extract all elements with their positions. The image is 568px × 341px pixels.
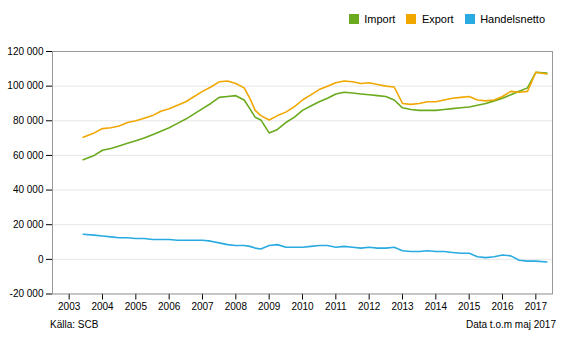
- svg-text:2008: 2008: [225, 301, 248, 312]
- svg-text:2003: 2003: [58, 301, 81, 312]
- svg-text:2012: 2012: [358, 301, 381, 312]
- html-text:Källa: SCB: Källa: SCB: [50, 319, 99, 330]
- html-text:Handelsnetto: Handelsnetto: [480, 12, 545, 25]
- svg-text:2011: 2011: [325, 301, 347, 312]
- svg-text:2015: 2015: [458, 301, 481, 312]
- svg-text:2005: 2005: [125, 301, 148, 312]
- svg-text:2013: 2013: [391, 301, 414, 312]
- svg-text:20 000: 20 000: [13, 218, 44, 229]
- svg-text:2014: 2014: [425, 301, 448, 312]
- svg-text:2004: 2004: [91, 301, 114, 312]
- svg-text:2007: 2007: [191, 301, 214, 312]
- svg-text:2016: 2016: [491, 301, 514, 312]
- svg-text:60 000: 60 000: [13, 149, 44, 160]
- svg-text:2017: 2017: [525, 301, 548, 312]
- svg-text:-20 000: -20 000: [10, 288, 44, 299]
- svg-text:100 000: 100 000: [7, 80, 44, 91]
- svg-text:40 000: 40 000: [13, 184, 44, 195]
- svg-text:80 000: 80 000: [13, 114, 44, 125]
- html-text:Data t.o.m maj 2017: Data t.o.m maj 2017: [466, 319, 556, 330]
- svg-text:2009: 2009: [258, 301, 281, 312]
- html-text:Import: Import: [364, 12, 396, 25]
- svg-text:2006: 2006: [158, 301, 181, 312]
- svg-text:2010: 2010: [291, 301, 314, 312]
- html-text:Export: Export: [421, 12, 454, 25]
- svg-text:0: 0: [38, 253, 44, 264]
- svg-text:120 000: 120 000: [7, 45, 44, 56]
